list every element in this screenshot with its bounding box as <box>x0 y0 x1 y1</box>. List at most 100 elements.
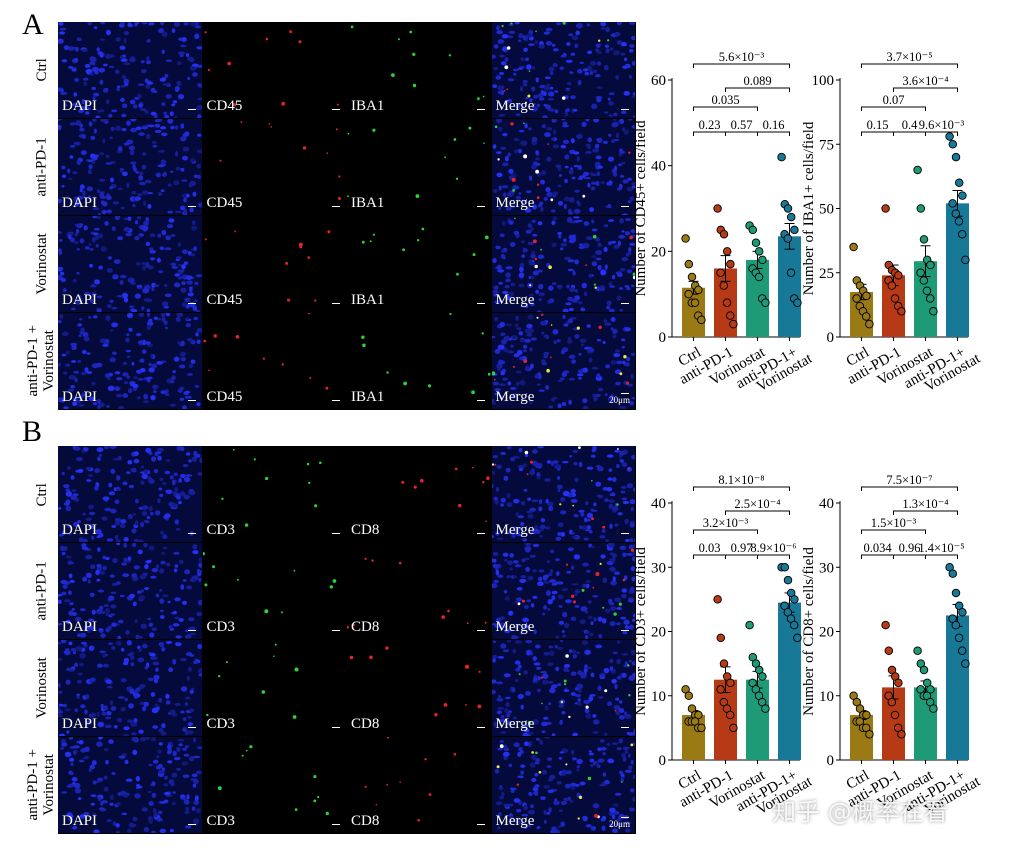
fluorescence-texture <box>492 119 635 215</box>
micrograph-cd8-row4: CD8 <box>347 737 491 833</box>
significance-bracket <box>725 510 790 515</box>
p-value-label: 2.5×10⁻⁴ <box>734 497 780 511</box>
bar <box>778 602 801 760</box>
fluorescence-texture <box>204 30 339 107</box>
data-point <box>957 229 967 239</box>
p-value-label: 3.2×10⁻³ <box>703 516 749 530</box>
micrograph-cd8-row2: CD8 <box>347 543 491 639</box>
scale-bar <box>332 205 340 207</box>
significance-bracket <box>725 554 758 559</box>
fluorescence-texture <box>220 448 322 527</box>
data-point <box>754 272 764 282</box>
bar <box>746 259 769 337</box>
scale-bar <box>621 302 629 304</box>
scale-bar <box>187 726 196 728</box>
micrograph-cd45-row2: CD45 <box>202 119 346 215</box>
micrograph-dapi-row4: DAPI <box>58 737 202 833</box>
channel-label: DAPI <box>62 813 98 829</box>
data-point <box>687 272 697 282</box>
scale-bar <box>187 108 196 110</box>
scale-bar <box>187 629 196 631</box>
data-point <box>954 217 964 226</box>
data-point <box>951 209 961 218</box>
data-point <box>926 685 935 694</box>
data-point <box>751 238 761 248</box>
significance-bracket <box>693 554 726 559</box>
data-point <box>849 242 858 252</box>
channel-label: DAPI <box>62 619 98 635</box>
channel-label: Merge <box>495 98 535 114</box>
data-point <box>919 276 929 285</box>
data-point <box>783 234 793 243</box>
fluorescence-texture <box>491 446 635 542</box>
y-tick-label: 0 <box>659 330 667 346</box>
fluorescence-texture <box>204 230 330 302</box>
data-point <box>862 710 871 720</box>
fluorescence-texture <box>401 466 490 522</box>
micrograph-merge-row1: Merge <box>491 446 635 542</box>
scale-bar <box>332 823 340 825</box>
micrograph-iba1-row2: IBA1 <box>347 119 491 215</box>
data-point <box>726 678 735 688</box>
y-tick-label: 40 <box>651 159 666 175</box>
fluorescence-texture <box>491 640 635 736</box>
data-point <box>713 204 722 213</box>
channel-label: Merge <box>495 619 535 635</box>
data-point <box>925 294 935 303</box>
scale-bar <box>476 823 485 825</box>
channel-label: IBA1 <box>351 389 385 405</box>
y-tick-label: 50 <box>819 202 834 218</box>
scale-bar <box>621 629 629 631</box>
channel-label: DAPI <box>62 389 98 405</box>
fluorescence-texture <box>58 313 202 409</box>
data-point <box>716 268 725 277</box>
scale-bar-label: 20μm <box>609 819 630 829</box>
data-point <box>913 646 922 656</box>
data-point <box>793 298 802 307</box>
p-value-label: 0.23 <box>699 118 721 132</box>
significance-bracket <box>893 131 926 136</box>
y-tick-label: 75 <box>819 137 834 153</box>
y-axis-label: Number of CD8+ cells/field <box>801 547 817 716</box>
micrograph-merge-row3: Merge <box>491 216 635 312</box>
data-point <box>884 646 894 656</box>
scale-bar <box>187 532 196 534</box>
micrograph-merge-row4: Merge 20μm <box>491 313 635 409</box>
data-point <box>894 271 903 280</box>
fluorescence-texture <box>491 543 635 639</box>
data-point <box>681 234 690 243</box>
y-tick-label: 20 <box>819 625 834 641</box>
scale-bar-label: 20μm <box>609 395 630 405</box>
data-point <box>789 620 799 630</box>
row-label: anti-PD-1 + Vorinostat <box>25 749 57 821</box>
significance-bracket <box>925 131 958 136</box>
p-value-label: 0.57 <box>731 118 753 132</box>
micrograph-dapi-row3: DAPI <box>58 216 202 312</box>
data-point <box>948 199 957 208</box>
micrograph-dapi-row1: DAPI <box>58 22 202 118</box>
data-point <box>919 665 929 675</box>
p-value-label: 0.035 <box>711 93 739 107</box>
data-point <box>793 633 802 643</box>
y-axis-label: Number of CD3+ cells/field <box>633 547 649 716</box>
significance-bracket <box>861 529 926 534</box>
micrograph-iba1-row3: IBA1 <box>347 216 491 312</box>
scale-bar <box>332 629 340 631</box>
micrograph-iba1-row4: IBA1 <box>347 313 491 409</box>
data-point <box>897 307 906 316</box>
channel-label: CD8 <box>351 619 380 635</box>
fluorescence-texture <box>347 126 485 198</box>
data-point <box>684 289 693 299</box>
scale-bar <box>332 532 340 534</box>
data-point <box>865 730 874 739</box>
channel-label: CD45 <box>206 98 243 114</box>
data-point <box>790 225 799 235</box>
channel-label: CD3 <box>206 716 235 732</box>
data-point <box>954 633 964 643</box>
data-point <box>957 646 967 656</box>
y-tick-label: 10 <box>651 689 666 705</box>
data-point <box>758 672 767 681</box>
fluorescence-texture <box>491 313 635 409</box>
